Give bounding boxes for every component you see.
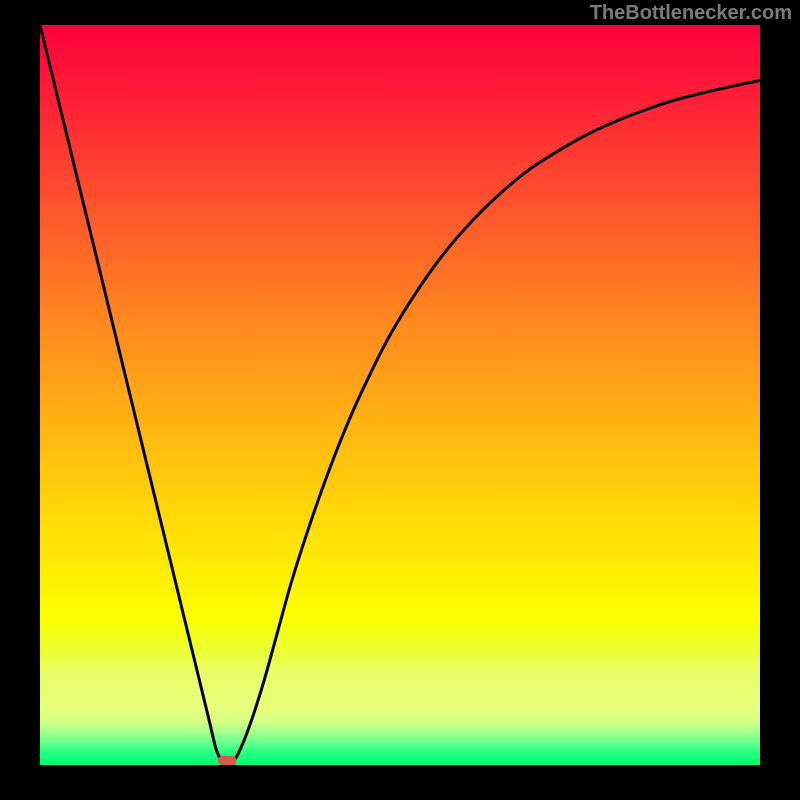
watermark-text: TheBottlenecker.com (590, 2, 792, 25)
chart-svg (40, 25, 760, 765)
bottleneck-chart-plot (40, 25, 760, 765)
optimal-point-marker (218, 756, 237, 765)
chart-container: TheBottlenecker.com (0, 0, 800, 800)
gradient-background (40, 25, 760, 765)
